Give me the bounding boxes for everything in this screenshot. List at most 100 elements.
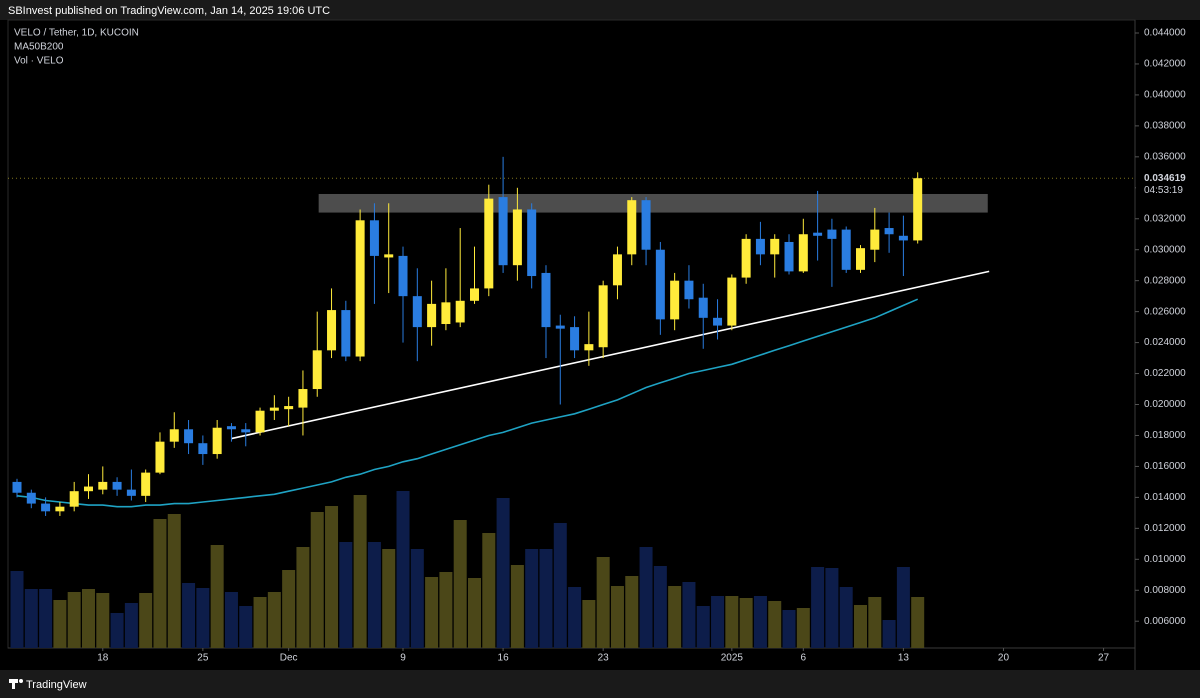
last-price-label: 0.034619 (1144, 173, 1186, 184)
x-tick-label: 6 (801, 653, 807, 664)
y-tick-label: 0.038000 (1144, 121, 1186, 132)
candle-body (741, 238, 751, 278)
candle-body (255, 410, 265, 433)
candle-body (69, 491, 79, 507)
volume-bar (911, 597, 925, 648)
volume-bar (739, 598, 753, 648)
candle-body (284, 406, 294, 410)
candle-body (841, 229, 851, 270)
volume-bar (382, 549, 396, 648)
candle-body (755, 238, 765, 255)
last-price-box (1136, 171, 1188, 198)
volume-bar (839, 587, 853, 648)
volume-bar (711, 596, 725, 648)
volume-bar (696, 606, 710, 648)
y-tick-label: 0.028000 (1144, 275, 1186, 286)
candle-body (898, 235, 908, 241)
volume-bar (868, 597, 882, 648)
volume-bar (210, 545, 224, 648)
volume-bar (496, 498, 510, 648)
candle-body (527, 209, 537, 277)
volume-bar (796, 608, 810, 648)
candle-body (126, 489, 136, 496)
candle-body (184, 429, 194, 444)
y-tick-label: 0.040000 (1144, 90, 1186, 101)
y-tick-label: 0.036000 (1144, 151, 1186, 162)
volume-bar (139, 593, 153, 648)
candle-body (612, 254, 622, 286)
volume-bar (639, 547, 653, 648)
volume-bar (510, 565, 524, 648)
volume-bar (896, 567, 910, 648)
candle-body (713, 317, 723, 326)
y-tick-label: 0.026000 (1144, 306, 1186, 317)
volume-bar (610, 586, 624, 648)
x-tick-label: 18 (97, 653, 109, 664)
plot: 0.044000 0.042000 0.040000 0.038000 0.036000… (8, 28, 1188, 664)
volume-bar (653, 566, 667, 648)
candle-body (327, 310, 337, 351)
candle-body (41, 503, 51, 512)
candle-body (727, 277, 737, 326)
candle-body (469, 288, 479, 301)
candle-body (427, 303, 437, 328)
volume-bar (682, 582, 696, 648)
volume-bar (882, 620, 896, 648)
volume-bar (353, 495, 367, 648)
volume-bar (182, 583, 196, 648)
candle-body (398, 255, 408, 297)
volume-bar (854, 605, 868, 648)
candle-body (698, 297, 708, 318)
y-tick-label: 0.042000 (1144, 59, 1186, 70)
legend-symbol: VELO / Tether, 1D, KUCOIN (14, 28, 139, 39)
candle-body (455, 300, 465, 323)
candle-body (498, 197, 508, 266)
volume-bar (296, 547, 310, 648)
volume-bar (53, 600, 67, 648)
candle-body (670, 280, 680, 320)
candle-body (827, 229, 837, 239)
y-tick-label: 0.008000 (1144, 585, 1186, 596)
candle-body (384, 254, 394, 258)
volume-bar (753, 596, 767, 648)
x-tick-label: 23 (598, 653, 610, 664)
volume-bar (167, 514, 181, 648)
volume-bar (482, 533, 496, 648)
volume-bar (553, 523, 567, 648)
y-tick-label: 0.044000 (1144, 28, 1186, 39)
candle-body (369, 220, 379, 256)
candle-body (355, 220, 365, 357)
countdown-label: 04:53:19 (1144, 185, 1183, 196)
volume-bar (81, 589, 95, 648)
trendline (231, 270, 990, 440)
volume-bar (239, 606, 253, 648)
volume-bar (467, 578, 481, 648)
header-bar (0, 0, 1200, 20)
volume-bar (110, 613, 124, 648)
candle-body (269, 407, 279, 411)
volume-bar (67, 592, 81, 648)
volume-bar (96, 593, 110, 648)
volume-bar (267, 592, 281, 648)
candle-body (870, 229, 880, 250)
candle-body (813, 232, 823, 236)
volume-bar (725, 596, 739, 648)
candle-body (655, 249, 665, 320)
volume-bar (668, 586, 682, 648)
volume-bar (811, 567, 825, 648)
volume-bar (196, 588, 210, 648)
candle-body (212, 427, 222, 455)
volume-bar (453, 520, 467, 648)
candle-body (412, 296, 422, 328)
x-tick-label: 13 (898, 653, 910, 664)
y-tick-label: 0.016000 (1144, 461, 1186, 472)
footer-brand: TradingView (26, 679, 87, 691)
volume-bar (825, 568, 839, 648)
candle-body (856, 248, 866, 270)
volume-bar (253, 597, 267, 648)
candle-body (541, 272, 551, 328)
volume-bar (39, 589, 53, 648)
candle-body (784, 241, 794, 272)
candle-body (155, 441, 165, 473)
